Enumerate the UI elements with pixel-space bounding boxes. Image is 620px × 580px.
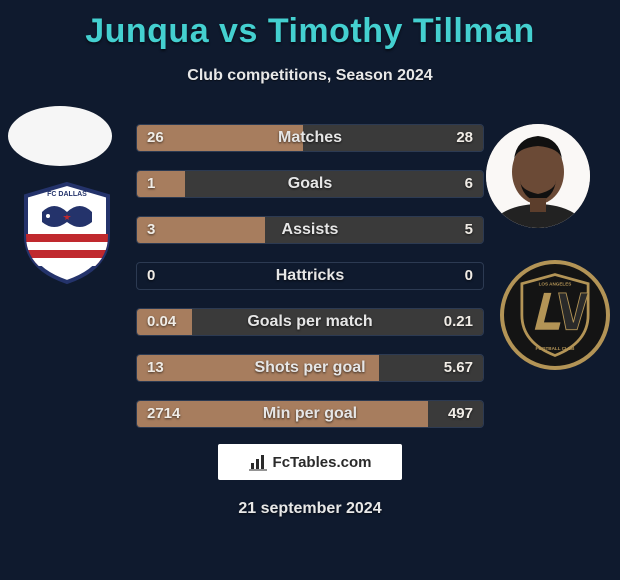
chart-icon [249, 453, 267, 471]
stat-row: 13 Shots per goal 5.67 [136, 354, 484, 382]
stat-label: Goals [137, 171, 483, 197]
watermark-text: FcTables.com [273, 454, 372, 471]
stats-container: 26 Matches 28 1 Goals 6 3 Assists 5 0 Ha… [136, 124, 484, 446]
stat-row: 3 Assists 5 [136, 216, 484, 244]
stat-value-right: 5.67 [444, 355, 473, 381]
player-right-portrait [486, 124, 590, 228]
stat-label: Min per goal [137, 401, 483, 427]
stat-row: 2714 Min per goal 497 [136, 400, 484, 428]
svg-text:LOS ANGELES: LOS ANGELES [539, 282, 572, 287]
stat-row: 0.04 Goals per match 0.21 [136, 308, 484, 336]
date-line: 21 september 2024 [0, 500, 620, 518]
svg-text:FC DALLAS: FC DALLAS [47, 191, 87, 198]
stat-row: 1 Goals 6 [136, 170, 484, 198]
stat-label: Assists [137, 217, 483, 243]
svg-text:FOOTBALL CLUB: FOOTBALL CLUB [536, 346, 576, 351]
stat-value-right: 28 [456, 125, 473, 151]
stat-label: Hattricks [137, 263, 483, 289]
stat-value-right: 0.21 [444, 309, 473, 335]
stat-label: Matches [137, 125, 483, 151]
page-title: Junqua vs Timothy Tillman [0, 0, 620, 51]
club-right-logo: LOS ANGELES FOOTBALL CLUB [500, 260, 610, 370]
stat-value-right: 5 [465, 217, 473, 243]
stat-value-right: 6 [465, 171, 473, 197]
stat-row: 26 Matches 28 [136, 124, 484, 152]
stat-value-right: 497 [448, 401, 473, 427]
stat-label: Goals per match [137, 309, 483, 335]
page-subtitle: Club competitions, Season 2024 [0, 67, 620, 85]
stat-row: 0 Hattricks 0 [136, 262, 484, 290]
club-left-logo: FC DALLAS [12, 178, 122, 288]
watermark: FcTables.com [218, 444, 402, 480]
player-left-portrait [8, 106, 112, 166]
stat-label: Shots per goal [137, 355, 483, 381]
stat-value-right: 0 [465, 263, 473, 289]
